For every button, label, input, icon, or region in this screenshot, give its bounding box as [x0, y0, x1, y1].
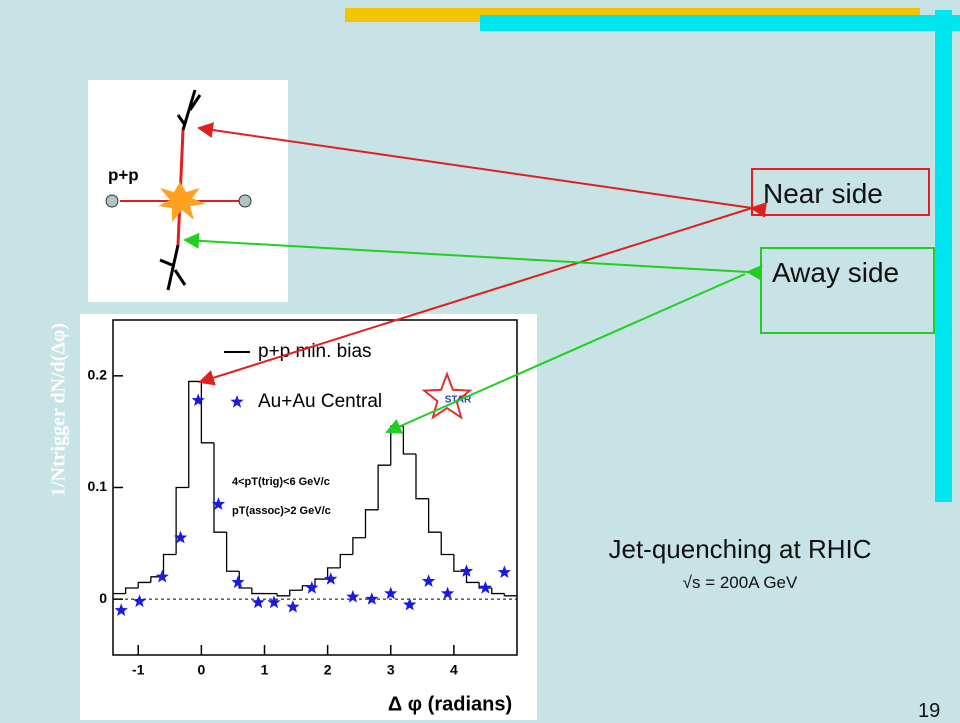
histogram-bin — [162, 553, 177, 577]
annotation: 4<pT(trig)<6 GeV/c — [232, 476, 330, 488]
histogram-bin — [402, 426, 416, 455]
histogram-bin — [364, 509, 379, 538]
annotation: pT(assoc)>2 GeV/c — [232, 505, 331, 517]
data-point — [155, 569, 169, 583]
histogram-bin — [251, 588, 265, 595]
histogram-bin — [200, 381, 214, 444]
y-tick-label: 0 — [99, 590, 107, 606]
data-point — [403, 597, 417, 611]
data-point — [132, 594, 147, 608]
data-point — [267, 595, 281, 609]
legend-label: p+p min. bias — [258, 341, 372, 362]
histogram-bin — [276, 593, 290, 597]
x-tick-label: 0 — [197, 662, 205, 678]
histogram-bin — [213, 442, 227, 533]
data-point — [286, 600, 300, 613]
histogram-bin — [314, 578, 328, 586]
near-side-box: Near side — [751, 168, 930, 216]
away-side-box: Away side — [760, 247, 935, 334]
histogram-bin — [415, 454, 429, 500]
y-tick-label: 0.2 — [88, 367, 108, 383]
y-tick-label: 0.1 — [88, 478, 108, 494]
histogram-bin — [225, 532, 240, 572]
legend-marker — [230, 395, 244, 408]
x-tick-label: 3 — [387, 662, 395, 678]
data-point — [173, 530, 188, 544]
histogram-bin — [339, 553, 353, 568]
data-point — [211, 497, 226, 510]
data-point — [459, 564, 474, 577]
histogram-bin — [326, 567, 341, 580]
data-point — [305, 581, 319, 594]
data-point — [365, 592, 379, 605]
x-tick-label: 1 — [261, 662, 269, 678]
histogram-bin — [124, 587, 139, 594]
x-tick-label: 4 — [450, 662, 458, 678]
histogram-bin — [465, 571, 480, 584]
histogram-bin — [440, 532, 454, 556]
histogram-bin — [352, 537, 366, 555]
data-point — [478, 581, 493, 594]
legend-label: Au+Au Central — [258, 391, 382, 412]
data-point — [440, 586, 455, 600]
x-axis-label: Δ φ (radians) — [388, 693, 512, 715]
histogram-bin — [137, 581, 151, 588]
data-point — [114, 603, 128, 616]
diagram-label: p+p — [108, 165, 139, 184]
annotation: STAR — [445, 395, 472, 406]
jet-tracks — [159, 89, 202, 291]
histogram-bin — [427, 498, 442, 533]
y-axis-label: 1/Ntrigger dN/d(Δφ) — [48, 323, 70, 497]
x-tick-label: 2 — [324, 662, 332, 678]
cyan-bar — [480, 15, 960, 31]
x-tick-label: -1 — [132, 662, 145, 678]
histogram-bin — [390, 425, 404, 466]
histogram-bin — [491, 588, 505, 595]
histogram-bin — [503, 593, 517, 597]
data-point — [422, 574, 436, 587]
page-number: 19 — [918, 700, 941, 722]
data-point — [191, 393, 205, 407]
cyan-vertical-bar — [935, 10, 952, 502]
histogram-bin — [377, 464, 391, 510]
histogram-bin — [238, 571, 252, 589]
data-point — [231, 575, 245, 589]
histogram-bin — [289, 589, 303, 596]
data-point — [497, 565, 511, 578]
histogram-bin — [453, 554, 467, 572]
data-point — [324, 572, 338, 585]
data-point — [251, 595, 265, 609]
histogram-bin — [175, 486, 189, 555]
data-point — [384, 586, 398, 600]
histogram-bin — [188, 380, 202, 488]
collision-burst — [158, 182, 206, 222]
data-point — [346, 589, 360, 603]
proton — [105, 194, 119, 208]
slide-subtitle: √s = 200A GeV — [682, 573, 798, 592]
slide-title: Jet-quenching at RHIC — [608, 534, 872, 564]
